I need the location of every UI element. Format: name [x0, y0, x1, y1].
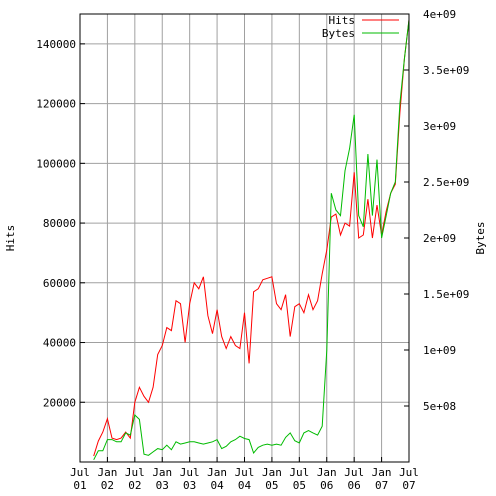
x-tick-label-year: 06	[348, 479, 361, 492]
grid-lines	[80, 14, 409, 462]
x-tick-label-year: 04	[210, 479, 224, 492]
y-left-tick-label: 60000	[43, 277, 76, 290]
y-right-tick-label: 4e+09	[423, 8, 456, 21]
y-left-tick-label: 100000	[36, 157, 76, 170]
y-right-tick-label: 3.5e+09	[423, 64, 469, 77]
y-right-tick-label: 5e+08	[423, 400, 456, 413]
x-tick-label-month: Jan	[152, 466, 172, 479]
x-tick-label-year: 03	[183, 479, 196, 492]
legend-label-bytes: Bytes	[322, 27, 355, 40]
x-tick-label-year: 05	[265, 479, 278, 492]
y-axis-left-title: Hits	[4, 225, 17, 252]
axis-ticks	[79, 13, 410, 462]
x-tick-label-year: 06	[320, 479, 333, 492]
axis-tick-labels: Jul01Jan02Jul02Jan03Jul03Jan04Jul04Jan05…	[36, 8, 469, 492]
x-tick-label-year: 05	[293, 479, 306, 492]
x-tick-label-month: Jan	[317, 466, 337, 479]
y-right-tick-label: 2e+09	[423, 232, 456, 245]
y-axis-right-title: Bytes	[474, 221, 487, 254]
y-right-tick-label: 1e+09	[423, 344, 456, 357]
y-left-tick-label: 80000	[43, 217, 76, 230]
x-tick-label-month: Jul	[125, 466, 145, 479]
x-tick-label-month: Jul	[399, 466, 419, 479]
x-tick-label-month: Jan	[97, 466, 117, 479]
legend-label-hits: Hits	[329, 14, 356, 27]
y-left-tick-label: 120000	[36, 98, 76, 111]
x-tick-label-year: 07	[402, 479, 415, 492]
x-tick-label-year: 04	[238, 479, 252, 492]
x-tick-label-month: Jan	[262, 466, 282, 479]
x-tick-label-month: Jul	[289, 466, 309, 479]
y-left-tick-label: 40000	[43, 337, 76, 350]
x-tick-label-year: 02	[101, 479, 114, 492]
x-tick-label-month: Jul	[235, 466, 255, 479]
x-tick-label-month: Jan	[372, 466, 392, 479]
y-right-tick-label: 2.5e+09	[423, 176, 469, 189]
series-line-hits	[93, 19, 410, 457]
series-line-bytes	[93, 19, 410, 461]
y-left-tick-label: 20000	[43, 396, 76, 409]
y-right-tick-label: 1.5e+09	[423, 288, 469, 301]
y-left-tick-label: 140000	[36, 38, 76, 51]
x-tick-label-month: Jan	[207, 466, 227, 479]
x-tick-label-year: 07	[375, 479, 388, 492]
x-tick-label-year: 01	[73, 479, 86, 492]
x-tick-label-month: Jul	[344, 466, 364, 479]
x-tick-label-year: 02	[128, 479, 141, 492]
x-tick-label-year: 03	[156, 479, 169, 492]
x-tick-label-month: Jul	[180, 466, 200, 479]
y-right-tick-label: 3e+09	[423, 120, 456, 133]
series-lines	[93, 19, 410, 461]
x-tick-label-month: Jul	[70, 466, 90, 479]
